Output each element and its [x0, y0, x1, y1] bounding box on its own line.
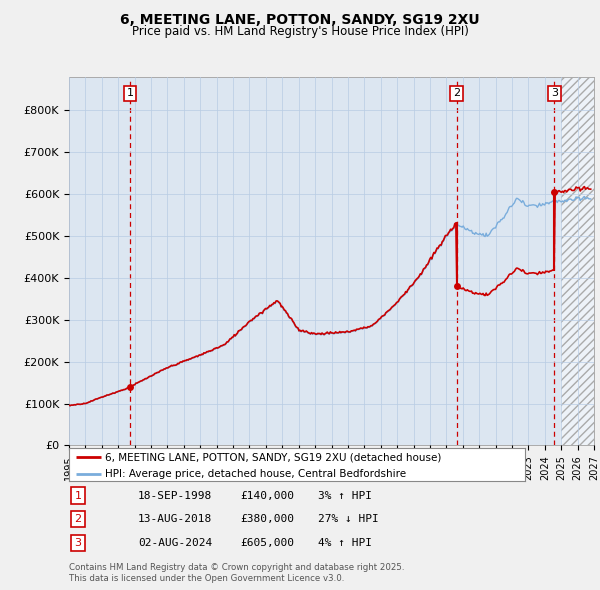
Text: 02-AUG-2024: 02-AUG-2024	[138, 538, 212, 548]
Text: 3: 3	[551, 88, 558, 99]
Text: 1: 1	[127, 88, 134, 99]
Text: 1: 1	[74, 491, 82, 500]
Text: £380,000: £380,000	[240, 514, 294, 524]
Text: 18-SEP-1998: 18-SEP-1998	[138, 491, 212, 500]
Text: 13-AUG-2018: 13-AUG-2018	[138, 514, 212, 524]
Bar	[561, 77, 600, 445]
Text: Price paid vs. HM Land Registry's House Price Index (HPI): Price paid vs. HM Land Registry's House …	[131, 25, 469, 38]
Text: £605,000: £605,000	[240, 538, 294, 548]
Text: 2: 2	[74, 514, 82, 524]
Bar	[561, 77, 600, 445]
Text: 6, MEETING LANE, POTTON, SANDY, SG19 2XU: 6, MEETING LANE, POTTON, SANDY, SG19 2XU	[120, 13, 480, 27]
Text: HPI: Average price, detached house, Central Bedfordshire: HPI: Average price, detached house, Cent…	[106, 468, 407, 478]
Text: 4% ↑ HPI: 4% ↑ HPI	[318, 538, 372, 548]
Text: 2: 2	[453, 88, 460, 99]
Text: 27% ↓ HPI: 27% ↓ HPI	[318, 514, 379, 524]
Text: Contains HM Land Registry data © Crown copyright and database right 2025.
This d: Contains HM Land Registry data © Crown c…	[69, 563, 404, 583]
Text: 3: 3	[74, 538, 82, 548]
Text: £140,000: £140,000	[240, 491, 294, 500]
Text: 3% ↑ HPI: 3% ↑ HPI	[318, 491, 372, 500]
Text: 6, MEETING LANE, POTTON, SANDY, SG19 2XU (detached house): 6, MEETING LANE, POTTON, SANDY, SG19 2XU…	[106, 453, 442, 463]
